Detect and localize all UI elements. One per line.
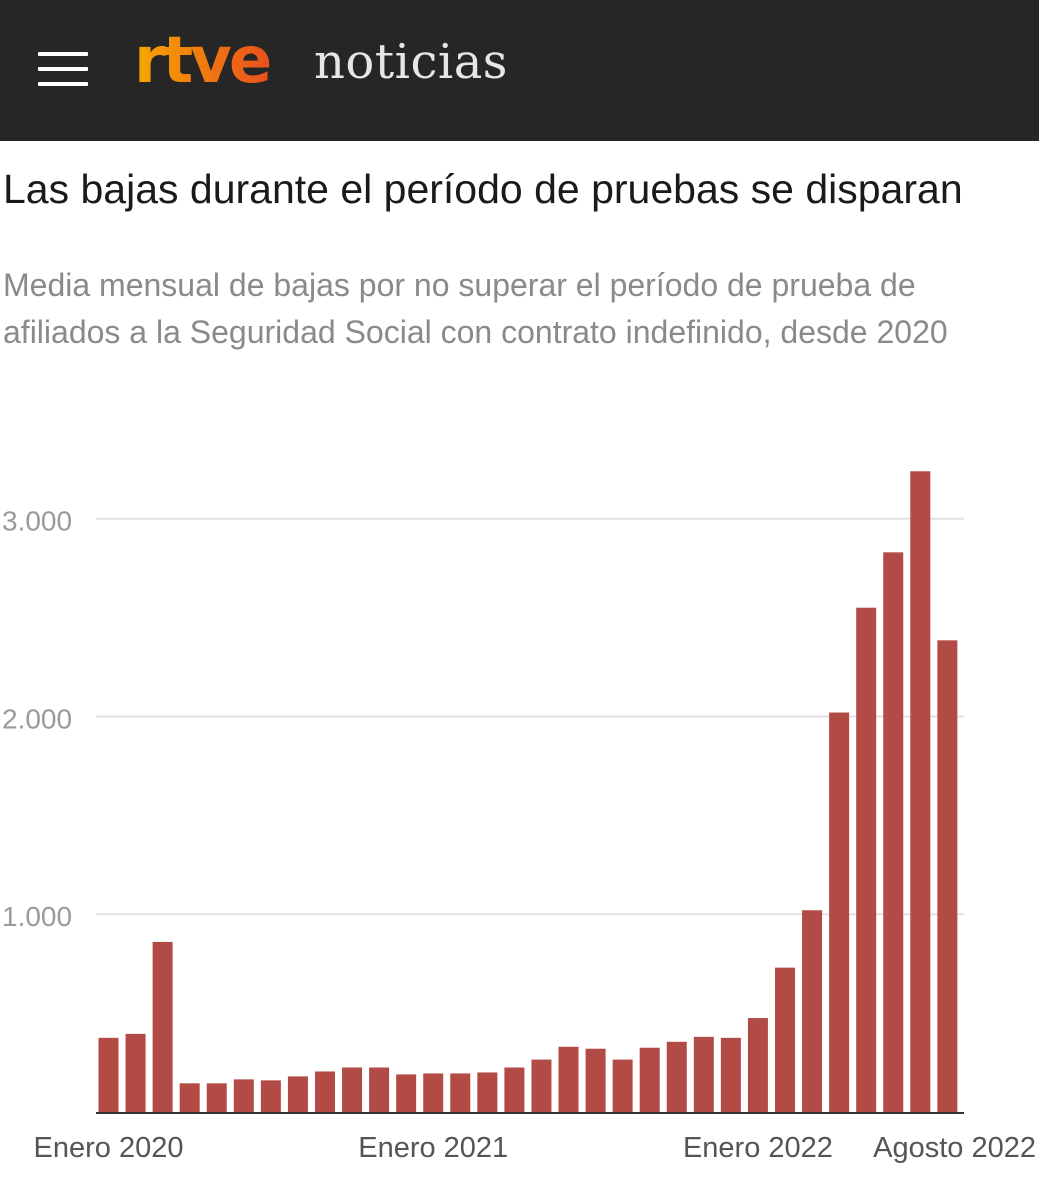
- bar-2020-06[interactable]: [233, 1079, 254, 1112]
- bar-2021-07[interactable]: [585, 1048, 606, 1112]
- bar-2021-08[interactable]: [612, 1059, 633, 1112]
- section-name: noticias: [314, 34, 508, 90]
- bar-2021-05[interactable]: [531, 1059, 552, 1112]
- bar-2020-05[interactable]: [206, 1083, 227, 1112]
- bar-2020-11[interactable]: [369, 1067, 390, 1113]
- x-tick-label: Agosto 2022: [873, 1132, 1036, 1164]
- bar-2021-12[interactable]: [720, 1037, 741, 1112]
- top-header-bar: rtve noticias: [0, 0, 1039, 141]
- bar-2020-09[interactable]: [314, 1071, 335, 1112]
- bar-2022-05[interactable]: [856, 607, 877, 1112]
- x-tick-label: Enero 2021: [358, 1132, 508, 1164]
- bar-2020-08[interactable]: [287, 1076, 308, 1112]
- bar-2021-11[interactable]: [693, 1036, 714, 1112]
- y-tick-label: 2.000: [2, 703, 72, 734]
- bar-2021-10[interactable]: [666, 1041, 687, 1112]
- bar-2021-06[interactable]: [558, 1046, 579, 1112]
- bar-2022-01[interactable]: [747, 1018, 768, 1112]
- x-tick-label: Enero 2022: [683, 1132, 833, 1164]
- bar-2022-08[interactable]: [937, 640, 958, 1112]
- chart-title: Las bajas durante el período de pruebas …: [3, 166, 963, 212]
- y-axis-labels: 1.000 2.000 3.000: [2, 506, 72, 933]
- x-axis-labels: Enero 2020 Enero 2021 Enero 2022 Agosto 202…: [34, 1132, 1036, 1164]
- rtve-logo-text: rtve: [134, 24, 270, 98]
- bar-2022-02[interactable]: [775, 967, 795, 1112]
- bar-2022-07[interactable]: [910, 471, 931, 1112]
- y-tick-label: 3.000: [2, 506, 72, 537]
- bar-2021-03[interactable]: [477, 1072, 498, 1112]
- bar-2020-12[interactable]: [396, 1074, 417, 1112]
- y-tick-label: 1.000: [2, 901, 72, 932]
- bar-2020-01[interactable]: [98, 1037, 119, 1112]
- bar-2022-06[interactable]: [883, 552, 904, 1112]
- bar-2021-09[interactable]: [639, 1047, 660, 1112]
- bar-2021-04[interactable]: [504, 1067, 525, 1113]
- x-tick-label: Enero 2020: [34, 1132, 184, 1164]
- bar-2020-04[interactable]: [179, 1083, 200, 1112]
- bars: [98, 471, 958, 1113]
- bar-2021-01[interactable]: [423, 1073, 444, 1112]
- bar-2020-03[interactable]: [152, 941, 173, 1112]
- chart-subtitle: Media mensual de bajas por no superar el…: [3, 267, 948, 350]
- bar-2020-02[interactable]: [125, 1033, 146, 1112]
- bar-2021-02[interactable]: [450, 1073, 471, 1112]
- bar-2020-10[interactable]: [342, 1067, 363, 1113]
- rtve-logo[interactable]: rtve: [132, 24, 292, 114]
- bar-2020-07[interactable]: [260, 1080, 281, 1112]
- bar-2022-03[interactable]: [802, 910, 823, 1112]
- bar-2022-04[interactable]: [829, 712, 850, 1112]
- hamburger-menu-icon[interactable]: [38, 52, 88, 88]
